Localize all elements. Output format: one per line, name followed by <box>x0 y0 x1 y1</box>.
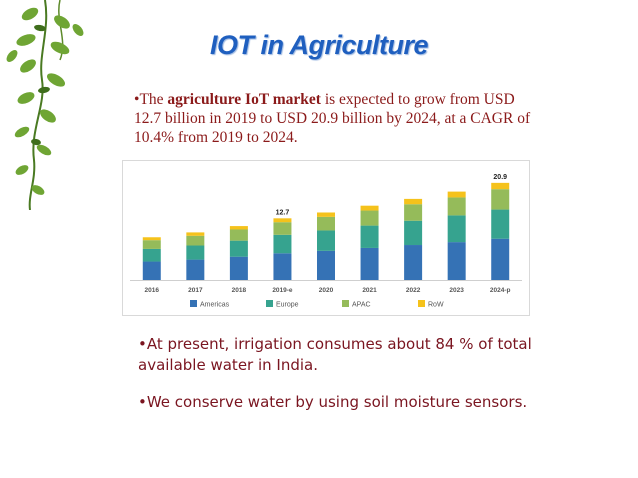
bar-europe-2024-p <box>491 209 510 239</box>
bar-europe-2017 <box>186 245 205 260</box>
bar-europe-2020 <box>317 230 335 251</box>
paragraph-intro: The <box>139 91 168 108</box>
x-tick-label: 2023 <box>449 287 464 294</box>
bar-row-2022 <box>404 198 423 205</box>
market-paragraph: •The agriculture IoT market is expected … <box>134 90 534 147</box>
bar-row-2020 <box>317 212 335 217</box>
slide-title: IOT in Agriculture <box>209 30 429 60</box>
bar-apac-2019-e <box>273 222 292 235</box>
data-label: 12.7 <box>276 209 290 216</box>
bar-americas-2023 <box>447 242 466 280</box>
bar-row-2019-e <box>273 218 292 223</box>
bar-row-2024-p <box>491 182 510 190</box>
legend-label-europe: Europe <box>276 302 299 309</box>
x-tick-label: 2016 <box>145 287 160 294</box>
bar-americas-2016 <box>142 261 161 280</box>
bar-europe-2023 <box>447 215 466 243</box>
bullet-mark: • <box>134 91 140 108</box>
bar-row-2023 <box>447 191 466 198</box>
x-tick-label: 2021 <box>362 287 377 294</box>
legend-label-row: RoW <box>428 302 444 309</box>
bar-apac-2021 <box>360 210 379 226</box>
bar-americas-2017 <box>186 259 205 280</box>
x-tick-label: 2018 <box>232 287 247 294</box>
bar-europe-2022 <box>404 220 423 246</box>
legend-swatch-apac <box>342 300 349 307</box>
bar-americas-2022 <box>404 245 423 280</box>
bar-row-2018 <box>229 226 248 230</box>
vine-decoration <box>6 0 84 210</box>
bar-row-2016 <box>142 237 161 241</box>
bullet-soil-sensors: •We conserve water by using soil moistur… <box>138 393 528 411</box>
data-label: 20.9 <box>493 174 507 181</box>
x-tick-label: 2017 <box>188 287 203 294</box>
bar-europe-2016 <box>142 248 161 262</box>
bar-americas-2024-p <box>491 238 510 280</box>
legend-swatch-americas <box>190 300 197 307</box>
paragraph-bold: agriculture IoT market <box>167 91 321 108</box>
x-tick-label: 2019-e <box>272 287 293 294</box>
bullet-irrigation: •At present, irrigation consumes about 8… <box>138 335 532 374</box>
bar-apac-2022 <box>404 204 423 221</box>
bar-apac-2020 <box>317 216 335 231</box>
bar-row-2021 <box>360 205 379 211</box>
bullet-list: •At present, irrigation consumes about 8… <box>138 334 538 429</box>
x-tick-label: 2020 <box>319 287 334 294</box>
bar-americas-2019-e <box>273 253 292 280</box>
bar-europe-2021 <box>360 225 379 248</box>
bar-europe-2019-e <box>273 234 292 254</box>
bar-apac-2017 <box>186 235 205 246</box>
bar-europe-2018 <box>229 240 248 257</box>
bar-americas-2020 <box>317 250 335 280</box>
bar-americas-2021 <box>360 247 379 280</box>
x-tick-label: 2022 <box>406 287 421 294</box>
market-stacked-bar-chart: 2016 2017 2018 2019-e 12.7 2020 2021 2022 2023 20… <box>122 160 530 316</box>
bar-apac-2024-p <box>491 189 510 210</box>
legend-label-americas: Americas <box>200 302 230 309</box>
bar-apac-2018 <box>229 229 248 241</box>
bar-row-2017 <box>186 232 205 236</box>
bar-apac-2023 <box>447 197 466 216</box>
bar-americas-2018 <box>229 256 248 280</box>
legend-label-apac: APAC <box>352 302 371 309</box>
x-tick-label: 2024-p <box>490 287 511 294</box>
legend-swatch-row <box>418 300 425 307</box>
paragraph-rest: is expected to grow from USD 12.7 billio… <box>134 91 531 146</box>
legend-swatch-europe <box>266 300 273 307</box>
bar-apac-2016 <box>142 240 161 249</box>
